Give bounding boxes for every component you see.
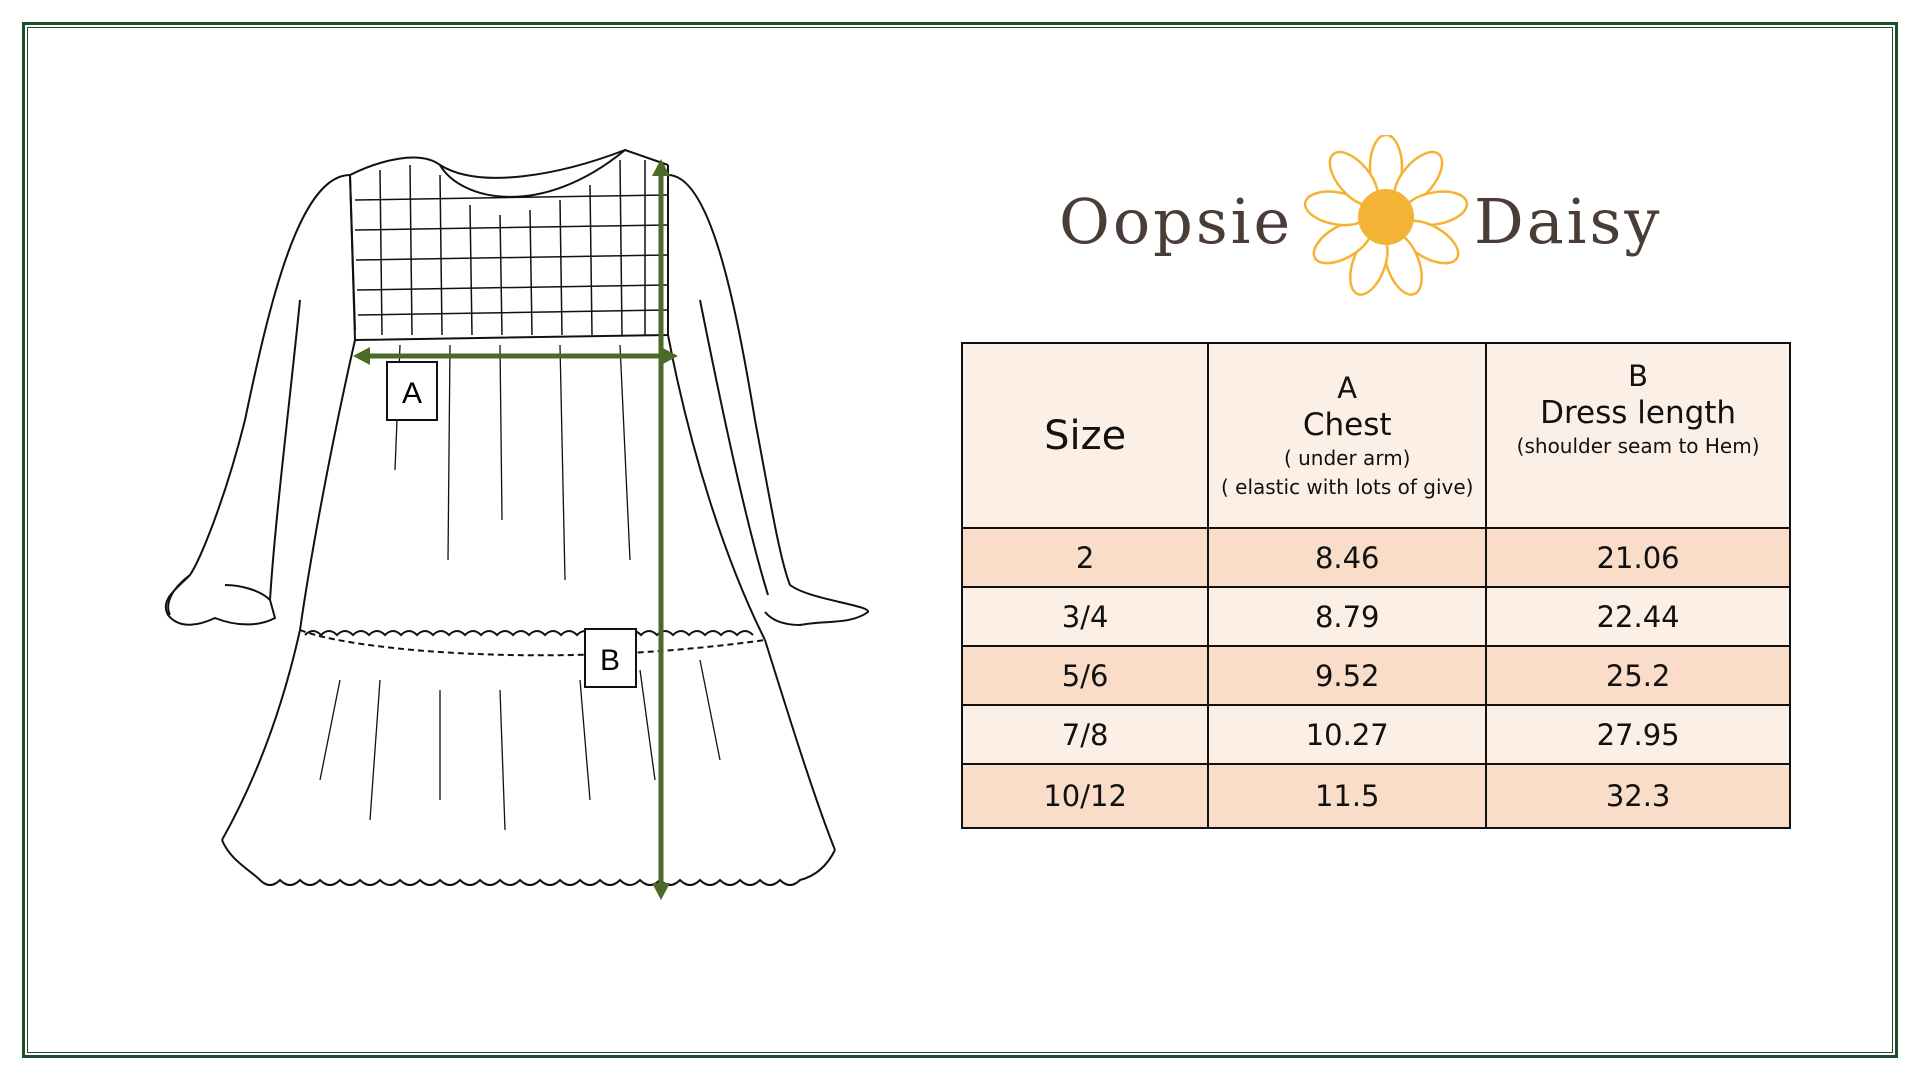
chest-title: Chest xyxy=(1302,406,1392,443)
brand-logo: Oopsie Daisy xyxy=(1059,135,1689,300)
chest-sub1: ( under arm) xyxy=(1283,445,1411,470)
length-cell: 25.2 xyxy=(1485,645,1791,706)
table-row: 7/8 10.27 27.95 xyxy=(960,704,1791,765)
size-cell: 7/8 xyxy=(960,704,1210,765)
chest-cell: 9.52 xyxy=(1207,645,1488,706)
chest-cell: 11.5 xyxy=(1207,763,1488,829)
table-row: 2 8.46 21.06 xyxy=(960,527,1791,588)
chest-cell: 10.27 xyxy=(1207,704,1488,765)
length-cell: 27.95 xyxy=(1485,704,1791,765)
length-sub: (shoulder seam to Hem) xyxy=(1516,434,1760,458)
length-cell: 32.3 xyxy=(1485,763,1791,829)
size-cell: 10/12 xyxy=(960,763,1210,829)
table-row: 5/6 9.52 25.2 xyxy=(960,645,1791,706)
logo-text-right: Daisy xyxy=(1474,185,1663,258)
length-cell: 22.44 xyxy=(1485,586,1791,647)
logo-text-left: Oopsie xyxy=(1059,185,1294,258)
table-row: 3/4 8.79 22.44 xyxy=(960,586,1791,647)
daisy-icon xyxy=(1304,135,1469,296)
chest-sub2: ( elastic with lots of give) xyxy=(1220,474,1474,499)
size-cell: 2 xyxy=(960,527,1210,588)
table-row: 10/12 11.5 32.3 xyxy=(960,763,1791,829)
label-a: A xyxy=(402,377,422,410)
table-header-row: Size A Chest ( under arm) ( elastic with… xyxy=(960,342,1791,529)
dress-illustration: A B xyxy=(164,148,870,900)
length-cell: 21.06 xyxy=(1485,527,1791,588)
size-cell: 3/4 xyxy=(960,586,1210,647)
header-size: Size xyxy=(960,342,1210,529)
label-b: B xyxy=(600,644,620,677)
header-chest: A Chest ( under arm) ( elastic with lots… xyxy=(1207,342,1488,529)
header-length: B Dress length (shoulder seam to Hem) xyxy=(1485,342,1791,529)
measurement-arrows xyxy=(353,159,678,900)
page-border xyxy=(22,22,1898,1058)
length-letter: B xyxy=(1628,359,1649,393)
length-title: Dress length xyxy=(1540,395,1737,431)
chest-letter: A xyxy=(1337,370,1358,405)
chest-cell: 8.79 xyxy=(1207,586,1488,647)
size-cell: 5/6 xyxy=(960,645,1210,706)
size-chart-table: Size A Chest ( under arm) ( elastic with… xyxy=(960,342,1791,829)
chest-cell: 8.46 xyxy=(1207,527,1488,588)
